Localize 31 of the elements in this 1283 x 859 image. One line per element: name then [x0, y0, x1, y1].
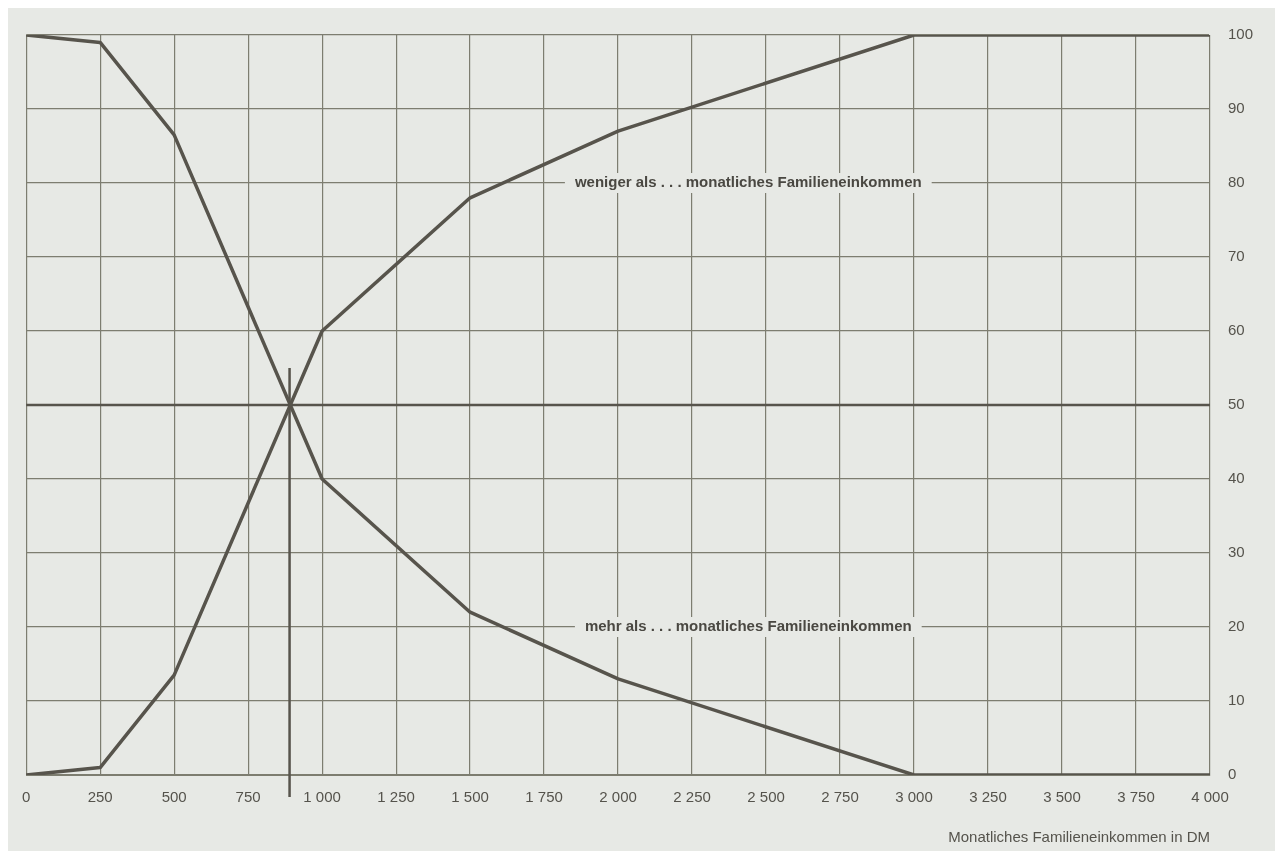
x-tick-label: 250	[87, 788, 113, 806]
y-tick-label: 10	[1227, 691, 1245, 709]
y-tick-label: 40	[1227, 469, 1245, 487]
x-tick-label: 500	[161, 788, 187, 806]
annotation: weniger als . . . monatliches Familieneinkommen	[573, 173, 922, 191]
x-tick-label: 3 250	[969, 788, 1007, 806]
x-tick-label: 1 250	[377, 788, 415, 806]
x-tick-label: 1 000	[303, 788, 341, 806]
x-tick-label: 1 750	[525, 788, 563, 806]
x-tick-label: 750	[235, 788, 261, 806]
y-tick-label: 20	[1227, 617, 1245, 635]
y-tick-label: 80	[1227, 173, 1245, 191]
y-tick-label: 30	[1227, 543, 1245, 561]
x-tick-label: 2 750	[821, 788, 859, 806]
y-tick-label: 0	[1227, 765, 1237, 783]
x-tick-label: 3 500	[1043, 788, 1081, 806]
x-axis-title: Monatliches Familieneinkommen in DM	[948, 828, 1210, 846]
x-tick-label: 1 500	[451, 788, 489, 806]
x-tick-label: 2 500	[747, 788, 785, 806]
x-tick-label: 3 750	[1117, 788, 1155, 806]
x-tick-label: 3 000	[895, 788, 933, 806]
y-tick-label: 50	[1227, 395, 1245, 413]
x-tick-label: 4 000	[1191, 788, 1229, 806]
x-tick-label: 2 250	[673, 788, 711, 806]
y-tick-label: 100	[1227, 25, 1253, 43]
y-tick-label: 60	[1227, 321, 1245, 339]
x-tick-label: 2 000	[599, 788, 637, 806]
y-tick-label: 90	[1227, 99, 1245, 117]
x-tick-label: 0	[22, 788, 31, 806]
y-tick-label: 70	[1227, 247, 1245, 265]
annotation: mehr als . . . monatliches Familieneinkommen	[584, 617, 912, 635]
